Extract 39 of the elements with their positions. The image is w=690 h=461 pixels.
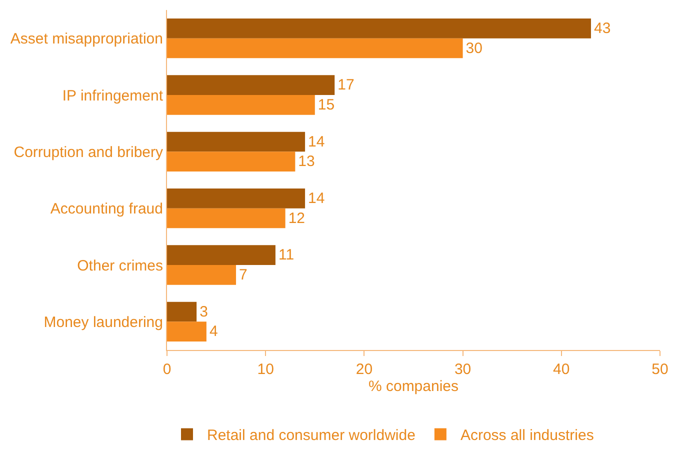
y-tick-label: Other crimes	[77, 257, 163, 274]
x-tick-label: 30	[454, 361, 472, 378]
bar	[167, 188, 306, 208]
legend-label: Retail and consumer worldwide	[207, 427, 416, 444]
x-tick-label: 10	[257, 361, 274, 378]
bar	[167, 18, 591, 38]
data-label: 7	[239, 266, 248, 284]
bar	[167, 152, 296, 172]
y-tick-label: Asset misappropriation	[10, 30, 163, 48]
y-tick-label: Corruption and bribery	[14, 144, 164, 161]
legend-label: Across all industries	[460, 427, 594, 444]
bar	[167, 245, 276, 265]
bar	[167, 38, 463, 58]
bar	[167, 95, 315, 115]
bar	[167, 302, 197, 322]
bar	[167, 265, 236, 285]
bar	[167, 322, 206, 342]
y-tick-label: Accounting fraud	[50, 200, 163, 218]
data-label: 11	[278, 246, 294, 264]
data-label: 43	[594, 20, 611, 37]
x-tick-label: 50	[652, 361, 668, 378]
bar	[167, 208, 286, 228]
y-tick-label: IP infringement	[62, 87, 164, 104]
y-tick-label: Money laundering	[44, 314, 163, 331]
data-label: 17	[338, 76, 354, 94]
data-label: 14	[308, 133, 325, 150]
data-label: 3	[200, 303, 208, 320]
x-tick-label: 20	[356, 361, 373, 378]
bar	[167, 75, 335, 95]
x-tick-label: 0	[162, 361, 172, 378]
x-axis-title: % companies	[368, 378, 459, 395]
data-label: 14	[308, 190, 325, 207]
bar	[167, 132, 306, 152]
data-label: 15	[318, 96, 335, 114]
x-tick-label: 40	[553, 361, 570, 378]
data-label: 4	[209, 323, 218, 340]
data-label: 12	[288, 210, 306, 227]
data-label: 30	[466, 40, 482, 57]
data-label: 13	[298, 153, 315, 170]
